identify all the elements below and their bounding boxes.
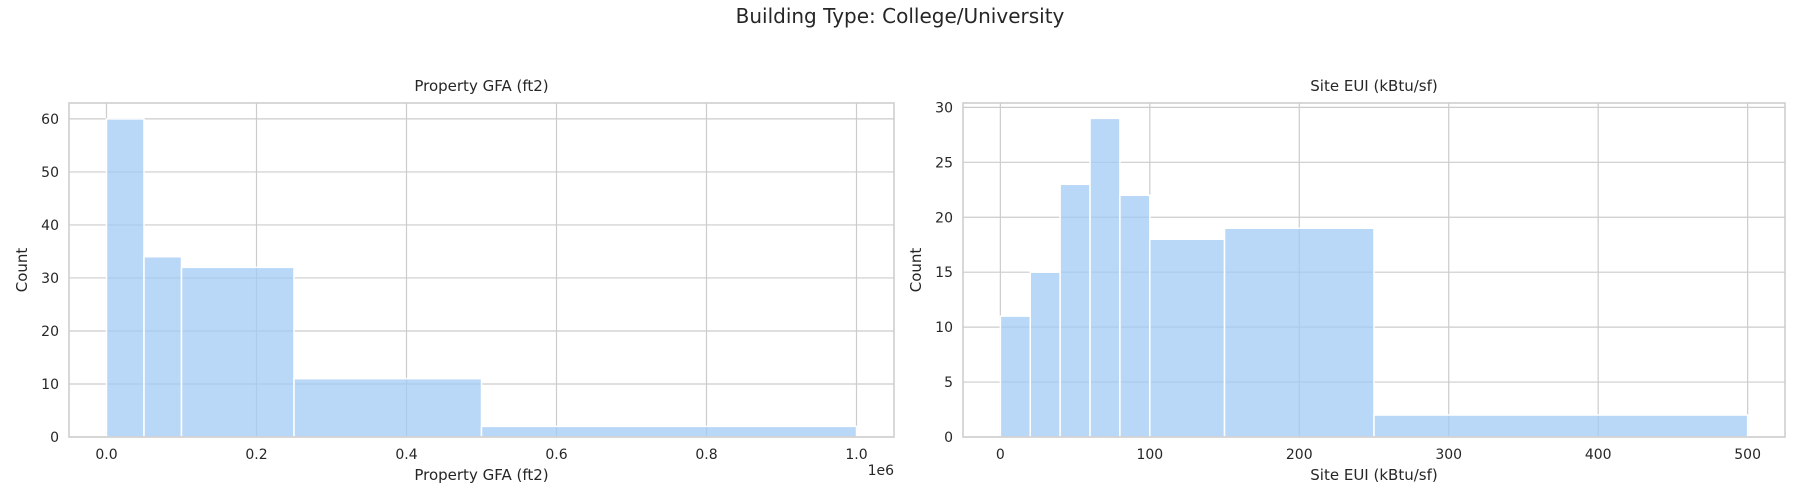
subplot-title: Site EUI (kBtu/sf) xyxy=(1310,77,1437,95)
x-tick-label: 400 xyxy=(1585,447,1612,463)
x-tick-label: 100 xyxy=(1136,447,1163,463)
histogram-bar xyxy=(293,377,483,438)
figure-title: Building Type: College/University xyxy=(735,4,1065,28)
y-tick-label: 25 xyxy=(935,155,953,171)
histogram-bar xyxy=(1029,271,1061,438)
x-axis-label: Site EUI (kBtu/sf) xyxy=(1310,466,1437,484)
x-offset-text: 1e6 xyxy=(868,463,895,479)
y-tick-label: 10 xyxy=(935,320,953,336)
y-tick-label: 60 xyxy=(41,112,59,128)
x-tick-label: 1.0 xyxy=(845,447,867,463)
y-tick-label: 0 xyxy=(50,430,59,446)
y-tick-label: 0 xyxy=(944,430,953,446)
histogram-bar xyxy=(1373,414,1749,438)
histogram-bar xyxy=(1059,183,1091,438)
y-tick-label: 15 xyxy=(935,265,953,281)
histogram-bar xyxy=(480,425,858,438)
histogram-bar xyxy=(999,315,1032,438)
x-tick-label: 0.2 xyxy=(245,447,267,463)
y-tick-label: 30 xyxy=(935,100,953,116)
x-tick-label: 0.8 xyxy=(695,447,717,463)
y-tick-label: 20 xyxy=(41,324,59,340)
x-tick-label: 0.6 xyxy=(545,447,567,463)
x-tick-label: 0.4 xyxy=(395,447,417,463)
plot-frame xyxy=(68,102,895,438)
x-tick-label: 300 xyxy=(1435,447,1462,463)
y-tick-label: 50 xyxy=(41,165,59,181)
histogram-bar xyxy=(1089,117,1121,438)
histogram-bar xyxy=(1149,238,1226,438)
y-tick-label: 10 xyxy=(41,377,59,393)
histogram-bar xyxy=(1223,227,1375,438)
x-tick-label: 0.0 xyxy=(95,447,117,463)
x-tick-label: 200 xyxy=(1286,447,1313,463)
histogram-bar xyxy=(143,255,183,438)
y-axis-label: Count xyxy=(907,248,925,293)
y-tick-label: 30 xyxy=(41,271,59,287)
y-axis-label: Count xyxy=(13,248,31,293)
x-tick-label: 500 xyxy=(1734,447,1761,463)
plot-frame xyxy=(962,102,1786,438)
y-tick-label: 5 xyxy=(944,375,953,391)
subplot-title: Property GFA (ft2) xyxy=(414,77,548,95)
y-tick-label: 40 xyxy=(41,218,59,234)
histogram-bar xyxy=(180,266,295,438)
histogram-bar xyxy=(105,118,145,438)
x-tick-label: 0 xyxy=(996,447,1005,463)
y-tick-label: 20 xyxy=(935,210,953,226)
x-axis-label: Property GFA (ft2) xyxy=(414,466,548,484)
histogram-bar xyxy=(1119,194,1151,438)
